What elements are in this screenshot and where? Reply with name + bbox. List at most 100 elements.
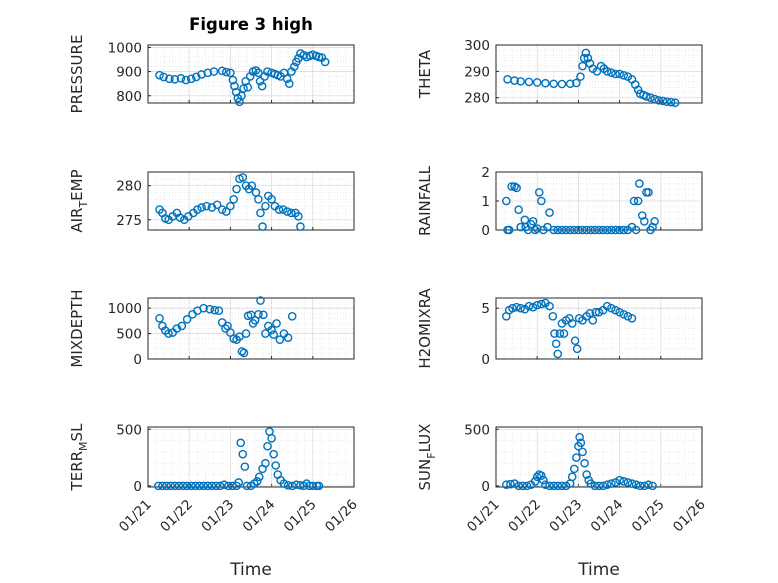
data-point: [271, 461, 281, 470]
data-point: [592, 67, 602, 76]
data-point: [627, 479, 637, 488]
data-point: [182, 315, 192, 324]
data-point: [576, 438, 586, 448]
data-point: [553, 225, 563, 235]
data-point: [263, 441, 272, 451]
data-point: [576, 72, 585, 81]
data-point: [575, 432, 584, 442]
data-point: [549, 79, 558, 89]
data-point: [212, 200, 222, 210]
data-point: [230, 81, 239, 91]
data-point: [254, 68, 263, 78]
data-point: [615, 475, 624, 485]
data-point: [607, 68, 616, 77]
y-tick-label: 0: [133, 479, 142, 495]
data-point: [283, 333, 293, 342]
data-point: [214, 306, 224, 316]
data-point: [662, 97, 672, 106]
data-point: [238, 173, 248, 182]
subplot-mixdepth: 0 500 1000 MIXDEPTH: [68, 289, 355, 368]
y-tick-label: 0: [481, 479, 490, 495]
data-point: [581, 48, 591, 58]
data-point: [611, 478, 620, 487]
data-point: [242, 481, 252, 491]
y-tick-label: 300: [464, 38, 490, 54]
data-point: [524, 301, 534, 311]
y-tick-label: 900: [116, 65, 142, 81]
data-point: [559, 329, 569, 338]
data-point: [532, 300, 542, 310]
data-point: [267, 325, 276, 335]
data-point: [308, 481, 318, 491]
data-point: [561, 225, 571, 235]
y-tick-label: 800: [116, 89, 142, 105]
data-point: [241, 329, 251, 338]
y-tick-label: 1: [481, 194, 490, 210]
data-point: [504, 225, 514, 235]
data-point: [510, 76, 519, 85]
data-point: [594, 225, 604, 235]
data-point: [314, 481, 324, 491]
data-point: [569, 225, 579, 235]
data-point: [557, 481, 567, 491]
axes-frame: [147, 297, 355, 360]
x-tick-label: 01/22: [505, 497, 544, 536]
data-point: [251, 66, 261, 75]
y-axis-label: SUNFLUX: [416, 424, 438, 491]
data-point: [217, 205, 227, 214]
data-point: [532, 78, 542, 87]
data-point: [635, 481, 645, 491]
data-point: [228, 75, 238, 85]
data-point: [650, 94, 659, 104]
data-point: [514, 481, 523, 491]
data-point: [555, 329, 565, 338]
data-point: [199, 303, 208, 313]
x-axis-label: Time: [229, 560, 272, 580]
subplot-rainfall: 0 1 2 RAINFALL: [416, 165, 703, 239]
data-point: [637, 211, 647, 220]
data-point: [642, 92, 651, 101]
data-point: [629, 196, 639, 206]
data-point: [182, 481, 192, 491]
data-point: [551, 339, 561, 349]
data-point: [578, 225, 587, 235]
data-point: [506, 479, 515, 489]
data-point: [530, 477, 540, 486]
data-point: [553, 481, 563, 491]
data-point: [294, 212, 303, 221]
data-point: [282, 74, 292, 84]
data-point: [501, 480, 511, 490]
y-tick-label: 500: [116, 327, 142, 343]
data-point: [648, 222, 657, 232]
data-point: [580, 458, 589, 468]
data-point: [259, 310, 268, 320]
data-point: [296, 222, 305, 231]
axes-frame: [495, 297, 703, 360]
data-point: [256, 296, 265, 305]
data-point: [202, 201, 211, 211]
data-point: [186, 481, 196, 491]
data-point: [602, 480, 612, 490]
x-tick-label: 01/26: [670, 497, 709, 536]
x-tick-label: 01/21: [116, 497, 155, 536]
data-point: [585, 308, 595, 318]
data-point: [561, 481, 571, 491]
data-point: [611, 225, 620, 235]
data-point: [269, 449, 278, 459]
data-point: [226, 201, 235, 211]
data-point: [646, 93, 655, 103]
data-point: [602, 301, 612, 311]
data-point: [153, 481, 163, 491]
data-point: [287, 311, 297, 321]
y-axis-label: PRESSURE: [68, 35, 86, 114]
data-point: [648, 481, 657, 491]
data-point: [532, 224, 542, 233]
data-point: [257, 81, 267, 91]
data-point: [178, 481, 188, 491]
data-point: [631, 480, 641, 490]
y-tick-label: 280: [116, 179, 142, 195]
axes-frame: [495, 44, 703, 104]
data-point: [545, 301, 554, 311]
data-point: [258, 222, 267, 231]
data-point: [627, 314, 637, 323]
